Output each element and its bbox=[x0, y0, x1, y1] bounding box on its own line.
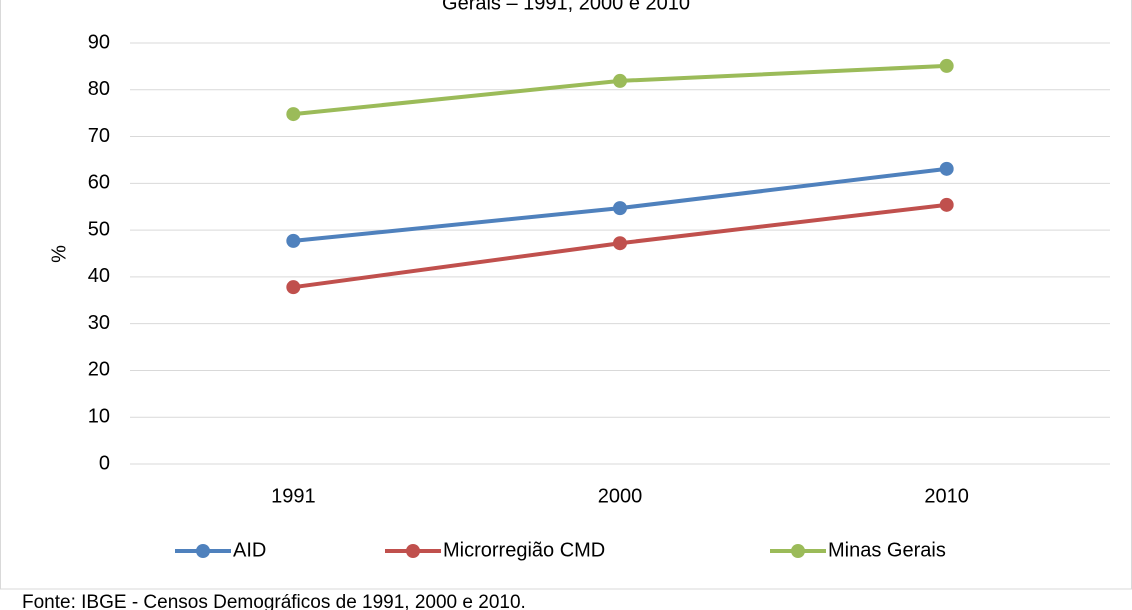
legend-label: Microrregião CMD bbox=[443, 539, 605, 561]
point bbox=[939, 58, 954, 73]
y-tick-label: 20 bbox=[88, 359, 110, 381]
point bbox=[613, 201, 627, 216]
point bbox=[939, 197, 954, 212]
y-tick-label: 40 bbox=[88, 265, 110, 287]
point bbox=[286, 233, 301, 248]
point bbox=[286, 280, 301, 295]
x-tick-label: 1991 bbox=[271, 485, 316, 507]
point bbox=[613, 236, 627, 251]
source-note: Fonte: IBGE - Censos Demográficos de 199… bbox=[22, 592, 526, 610]
y-tick-label: 80 bbox=[88, 78, 110, 100]
chart-frame bbox=[0, 0, 1132, 590]
point bbox=[286, 107, 301, 122]
legend-marker bbox=[791, 544, 805, 558]
y-tick-label: 30 bbox=[88, 312, 110, 334]
chart-title: Gerais – 1991, 2000 e 2010 bbox=[442, 0, 690, 14]
x-tick-label: 2000 bbox=[598, 485, 643, 507]
point bbox=[939, 161, 954, 176]
y-axis-label: % bbox=[48, 245, 70, 263]
y-tick-label: 70 bbox=[88, 125, 110, 147]
y-tick-label: 0 bbox=[99, 452, 110, 474]
y-tick-label: 50 bbox=[88, 218, 110, 240]
x-tick-label: 2010 bbox=[924, 485, 969, 507]
legend-label: AID bbox=[233, 539, 266, 561]
point bbox=[613, 73, 627, 88]
y-tick-label: 10 bbox=[88, 406, 110, 428]
legend-label: Minas Gerais bbox=[828, 539, 946, 561]
legend-marker bbox=[406, 544, 420, 558]
y-tick-label: 60 bbox=[88, 172, 110, 194]
legend-marker bbox=[196, 544, 210, 558]
y-tick-label: 90 bbox=[88, 31, 110, 53]
